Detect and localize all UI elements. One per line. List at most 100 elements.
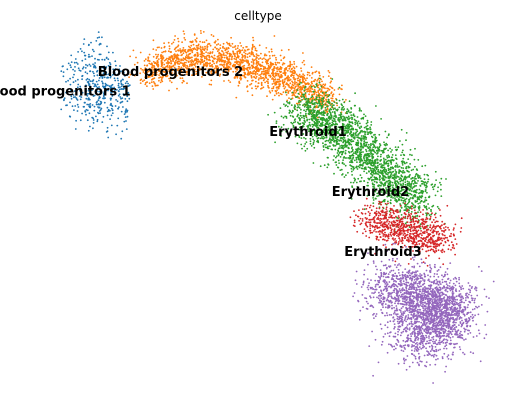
data-point: [362, 151, 364, 153]
data-point: [398, 182, 400, 184]
data-point: [359, 127, 361, 129]
data-point: [334, 101, 336, 103]
data-point: [223, 80, 225, 82]
data-point: [185, 49, 187, 51]
data-point: [440, 178, 442, 180]
data-point: [345, 117, 347, 119]
data-point: [171, 43, 173, 45]
data-point: [326, 118, 328, 120]
data-point: [396, 149, 398, 151]
data-point: [369, 162, 371, 164]
data-point: [355, 214, 357, 216]
data-point: [373, 165, 375, 167]
data-point: [276, 70, 278, 72]
data-point: [401, 240, 403, 242]
data-point: [312, 114, 314, 116]
data-point: [274, 35, 276, 37]
data-point: [372, 157, 374, 159]
data-point: [336, 142, 338, 144]
data-point: [355, 144, 357, 146]
data-point: [448, 245, 450, 247]
data-point: [332, 111, 334, 113]
data-point: [421, 200, 423, 202]
data-point: [101, 59, 103, 61]
data-point: [72, 105, 74, 107]
data-point: [226, 61, 228, 63]
data-point: [402, 144, 404, 146]
data-point: [411, 211, 413, 213]
data-point: [454, 254, 456, 256]
data-point: [241, 54, 243, 56]
data-point: [228, 48, 230, 50]
data-point: [107, 137, 109, 139]
data-point: [328, 100, 330, 102]
data-point: [330, 140, 332, 142]
data-point: [294, 108, 296, 110]
data-point: [339, 121, 341, 123]
data-point: [402, 167, 404, 169]
data-point: [360, 152, 362, 154]
data-point: [93, 122, 95, 124]
data-point: [217, 39, 219, 41]
data-point: [396, 162, 398, 164]
data-point: [306, 148, 308, 150]
data-point: [369, 214, 371, 216]
data-point: [117, 100, 119, 102]
data-point: [413, 221, 415, 223]
data-point: [293, 77, 295, 79]
data-point: [90, 65, 92, 67]
data-point: [339, 94, 341, 96]
data-point: [238, 57, 240, 59]
data-point: [424, 174, 426, 176]
data-point: [357, 116, 359, 118]
data-point: [183, 30, 185, 32]
data-point: [313, 94, 315, 96]
data-point: [414, 179, 416, 181]
data-point: [89, 126, 91, 128]
data-point: [305, 111, 307, 113]
data-point: [345, 99, 347, 101]
data-point: [307, 108, 309, 110]
data-point: [367, 146, 369, 148]
data-point: [314, 89, 316, 91]
data-point: [197, 48, 199, 50]
data-point: [349, 121, 351, 123]
data-point: [161, 47, 163, 49]
data-point: [411, 205, 413, 207]
data-point: [352, 162, 354, 164]
data-point: [322, 122, 324, 124]
data-point: [369, 228, 371, 230]
data-point: [365, 144, 367, 146]
data-point: [410, 237, 412, 239]
data-point: [354, 179, 356, 181]
data-point: [319, 82, 321, 84]
data-point: [308, 93, 310, 95]
data-point: [249, 52, 251, 54]
data-point: [243, 65, 245, 67]
data-point: [293, 85, 295, 87]
data-point: [92, 104, 94, 106]
data-point: [306, 141, 308, 143]
data-point: [417, 159, 419, 161]
data-point: [295, 96, 297, 98]
data-point: [357, 142, 359, 144]
data-point: [376, 211, 378, 213]
data-point: [153, 61, 155, 63]
data-point: [319, 78, 321, 80]
data-point: [434, 185, 436, 187]
data-point: [395, 171, 397, 173]
data-point: [161, 61, 163, 63]
data-point: [235, 48, 237, 50]
data-point: [425, 257, 427, 259]
data-point: [321, 81, 323, 83]
data-point: [151, 62, 153, 64]
data-point: [440, 189, 442, 191]
data-point: [93, 75, 95, 77]
data-point: [392, 217, 394, 219]
data-point: [289, 62, 291, 64]
data-point: [200, 30, 202, 32]
data-point: [153, 81, 155, 83]
data-point: [405, 205, 407, 207]
data-point: [313, 162, 315, 164]
data-point: [204, 41, 206, 43]
